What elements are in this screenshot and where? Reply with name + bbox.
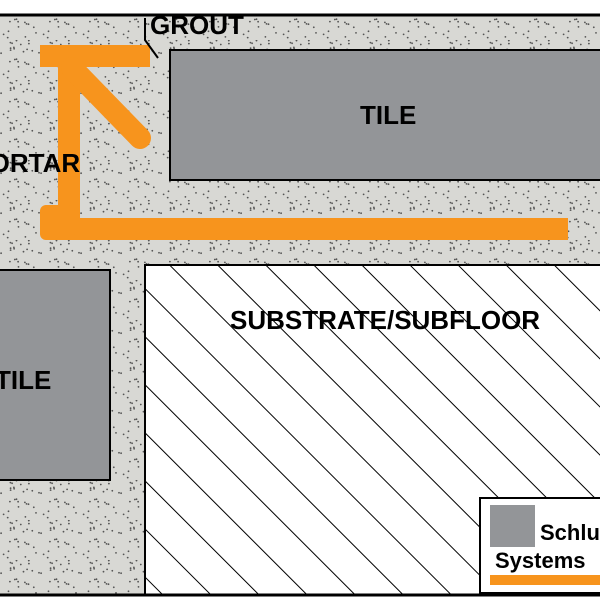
tile-bottom-label: TILE (0, 365, 51, 396)
profile-top-cap (40, 45, 150, 67)
logo-line1: Schluter (540, 520, 600, 546)
diagram-svg (0, 0, 600, 600)
mortar-label: MORTAR (0, 148, 80, 179)
logo-line2: Systems (495, 548, 586, 574)
substrate-label: SUBSTRATE/SUBFLOOR (230, 305, 540, 336)
logo-gray-icon (490, 505, 535, 547)
profile-horizontal (58, 218, 568, 240)
grout-label: GROUT (150, 10, 244, 41)
logo-orange-bar (490, 575, 600, 585)
diagram-stage: GROUT MORTAR TILE TILE SUBSTRATE/SUBFLOOR Sch… (0, 0, 600, 600)
tile-top-label: TILE (360, 100, 416, 131)
